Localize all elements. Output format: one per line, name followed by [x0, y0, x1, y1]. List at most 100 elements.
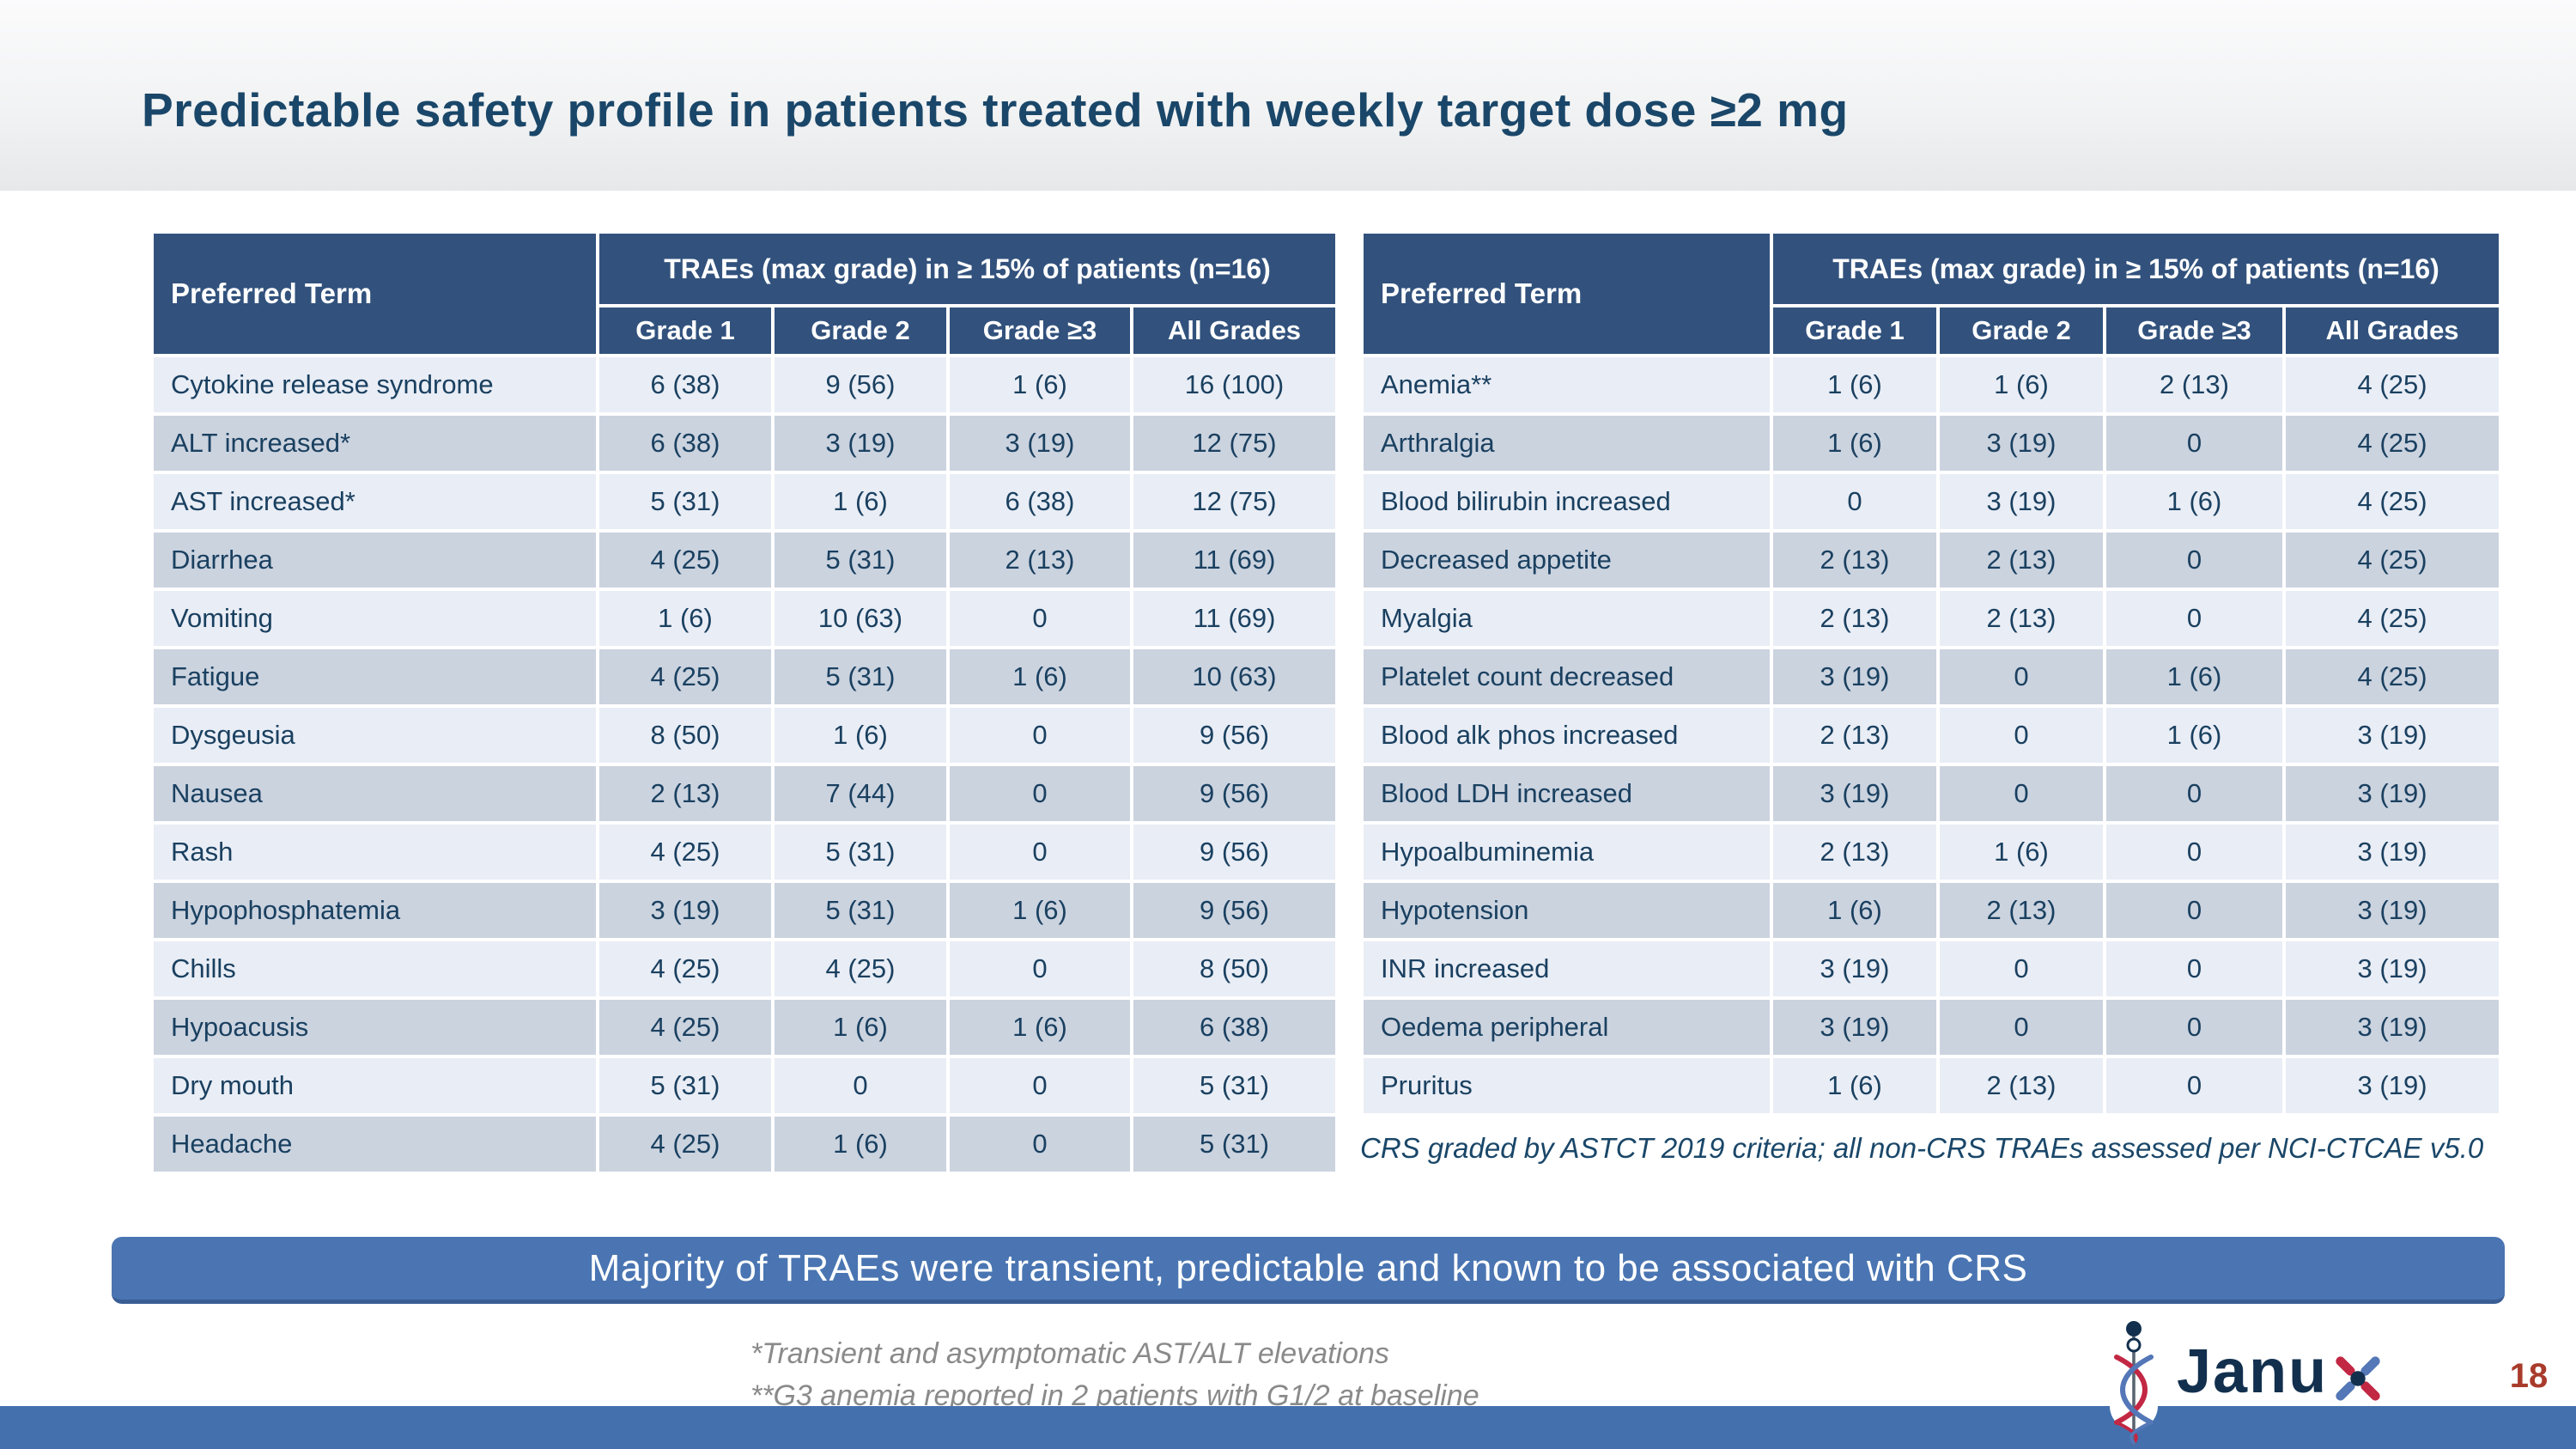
grade-value-cell: 4 (25): [775, 941, 946, 996]
all-grades-header: All Grades: [1133, 307, 1336, 354]
table-row: Pruritus 1 (6) 2 (13) 0 3 (19): [1364, 1058, 2500, 1113]
right-trae-table: Preferred Term TRAEs (max grade) in ≥ 15…: [1360, 230, 2500, 1117]
title-band: [0, 0, 2576, 191]
grade-value-cell: 12 (75): [1133, 416, 1336, 471]
preferred-term-cell: Oedema peripheral: [1364, 1000, 1770, 1055]
preferred-term-cell: Hypoalbuminemia: [1364, 825, 1770, 880]
crs-grading-note: CRS graded by ASTCT 2019 criteria; all n…: [1360, 1132, 2484, 1164]
footnotes: *Transient and asymptomatic AST/ALT elev…: [750, 1333, 1479, 1417]
grade-value-cell: 2 (13): [599, 766, 771, 821]
grade-value-cell: 0: [2106, 533, 2282, 588]
grade-value-cell: 2 (13): [1773, 533, 1936, 588]
grade-value-cell: 2 (13): [1773, 708, 1936, 763]
table-row: Chills 4 (25) 4 (25) 0 8 (50): [154, 941, 1336, 996]
table-row: Fatigue 4 (25) 5 (31) 1 (6) 10 (63): [154, 649, 1336, 704]
grade-value-cell: 10 (63): [775, 591, 946, 646]
preferred-term-cell: Hypoacusis: [154, 1000, 596, 1055]
grade-value-cell: 3 (19): [1773, 1000, 1936, 1055]
preferred-term-cell: Nausea: [154, 766, 596, 821]
grade-value-cell: 11 (69): [1133, 591, 1336, 646]
grade-value-cell: 4 (25): [599, 649, 771, 704]
preferred-term-cell: Blood LDH increased: [1364, 766, 1770, 821]
grade-value-cell: 5 (31): [1133, 1058, 1336, 1113]
grade-value-cell: 3 (19): [1773, 649, 1936, 704]
grade-value-cell: 4 (25): [599, 825, 771, 880]
table-row: ALT increased* 6 (38) 3 (19) 3 (19) 12 (75): [154, 416, 1336, 471]
table-row: Decreased appetite 2 (13) 2 (13) 0 4 (25): [1364, 533, 2500, 588]
table-row: Hypophosphatemia 3 (19) 5 (31) 1 (6) 9 (56): [154, 883, 1336, 938]
summary-banner-text: Majority of TRAEs were transient, predic…: [588, 1246, 2028, 1289]
table-row: Hypoacusis 4 (25) 1 (6) 1 (6) 6 (38): [154, 1000, 1336, 1055]
grade-value-cell: 6 (38): [599, 357, 771, 412]
grade-value-cell: 1 (6): [1773, 883, 1936, 938]
grade3-header: Grade ≥3: [950, 307, 1130, 354]
grade-value-cell: 5 (31): [1133, 1117, 1336, 1172]
grade2-header: Grade 2: [775, 307, 946, 354]
preferred-term-header: Preferred Term: [154, 234, 596, 354]
grade-value-cell: 0: [2106, 766, 2282, 821]
grade-value-cell: 0: [1940, 649, 2103, 704]
preferred-term-cell: Blood bilirubin increased: [1364, 474, 1770, 529]
preferred-term-cell: Fatigue: [154, 649, 596, 704]
grade-value-cell: 3 (19): [1773, 766, 1936, 821]
grade-value-cell: 1 (6): [950, 649, 1130, 704]
table-row: Nausea 2 (13) 7 (44) 0 9 (56): [154, 766, 1336, 821]
grade-value-cell: 9 (56): [1133, 708, 1336, 763]
grade-value-cell: 0: [2106, 416, 2282, 471]
grade-value-cell: 0: [1773, 474, 1936, 529]
grade-value-cell: 9 (56): [1133, 766, 1336, 821]
grade-value-cell: 1 (6): [2106, 708, 2282, 763]
grade-value-cell: 9 (56): [1133, 883, 1336, 938]
table-row: Diarrhea 4 (25) 5 (31) 2 (13) 11 (69): [154, 533, 1336, 588]
grade-value-cell: 0: [2106, 941, 2282, 996]
grade-value-cell: 3 (19): [1940, 474, 2103, 529]
grade-value-cell: 4 (25): [2286, 357, 2500, 412]
grade-value-cell: 10 (63): [1133, 649, 1336, 704]
grade-value-cell: 3 (19): [2286, 883, 2500, 938]
grade-value-cell: 8 (50): [599, 708, 771, 763]
grade-value-cell: 2 (13): [1940, 591, 2103, 646]
grade-value-cell: 4 (25): [599, 533, 771, 588]
preferred-term-cell: Dysgeusia: [154, 708, 596, 763]
grade-value-cell: 3 (19): [2286, 941, 2500, 996]
table-row: Oedema peripheral 3 (19) 0 0 3 (19): [1364, 1000, 2500, 1055]
preferred-term-cell: INR increased: [1364, 941, 1770, 996]
grade-value-cell: 0: [950, 766, 1130, 821]
footnote-ast-alt: *Transient and asymptomatic AST/ALT elev…: [750, 1337, 1389, 1370]
grade-value-cell: 1 (6): [2106, 474, 2282, 529]
grade-value-cell: 4 (25): [2286, 416, 2500, 471]
grade2-header: Grade 2: [1940, 307, 2103, 354]
preferred-term-cell: Diarrhea: [154, 533, 596, 588]
grade-value-cell: 1 (6): [1940, 825, 2103, 880]
grade-value-cell: 16 (100): [1133, 357, 1336, 412]
left-trae-table: Preferred Term TRAEs (max grade) in ≥ 15…: [150, 230, 1336, 1175]
table-row: AST increased* 5 (31) 1 (6) 6 (38) 12 (75): [154, 474, 1336, 529]
grade-value-cell: 6 (38): [599, 416, 771, 471]
grade-value-cell: 2 (13): [1773, 825, 1936, 880]
preferred-term-cell: Myalgia: [1364, 591, 1770, 646]
preferred-term-cell: Dry mouth: [154, 1058, 596, 1113]
grade-value-cell: 0: [1940, 941, 2103, 996]
grade-value-cell: 3 (19): [599, 883, 771, 938]
preferred-term-cell: Anemia**: [1364, 357, 1770, 412]
grade-value-cell: 3 (19): [775, 416, 946, 471]
preferred-term-cell: AST increased*: [154, 474, 596, 529]
grade-value-cell: 0: [775, 1058, 946, 1113]
grade-value-cell: 0: [1940, 708, 2103, 763]
grade-value-cell: 1 (6): [775, 708, 946, 763]
grade-value-cell: 0: [1940, 1000, 2103, 1055]
grade-value-cell: 4 (25): [599, 941, 771, 996]
grade-value-cell: 3 (19): [2286, 825, 2500, 880]
grade-value-cell: 1 (6): [775, 1117, 946, 1172]
grade-value-cell: 2 (13): [1940, 1058, 2103, 1113]
grade-value-cell: 2 (13): [1773, 591, 1936, 646]
grade-value-cell: 1 (6): [1773, 357, 1936, 412]
grade-value-cell: 1 (6): [950, 1000, 1130, 1055]
grade-value-cell: 3 (19): [1940, 416, 2103, 471]
grade-value-cell: 0: [950, 825, 1130, 880]
trae-span-header: TRAEs (max grade) in ≥ 15% of patients (…: [599, 234, 1336, 304]
grade-value-cell: 5 (31): [775, 649, 946, 704]
grade-value-cell: 7 (44): [775, 766, 946, 821]
grade-value-cell: 0: [1940, 766, 2103, 821]
grade-value-cell: 9 (56): [775, 357, 946, 412]
